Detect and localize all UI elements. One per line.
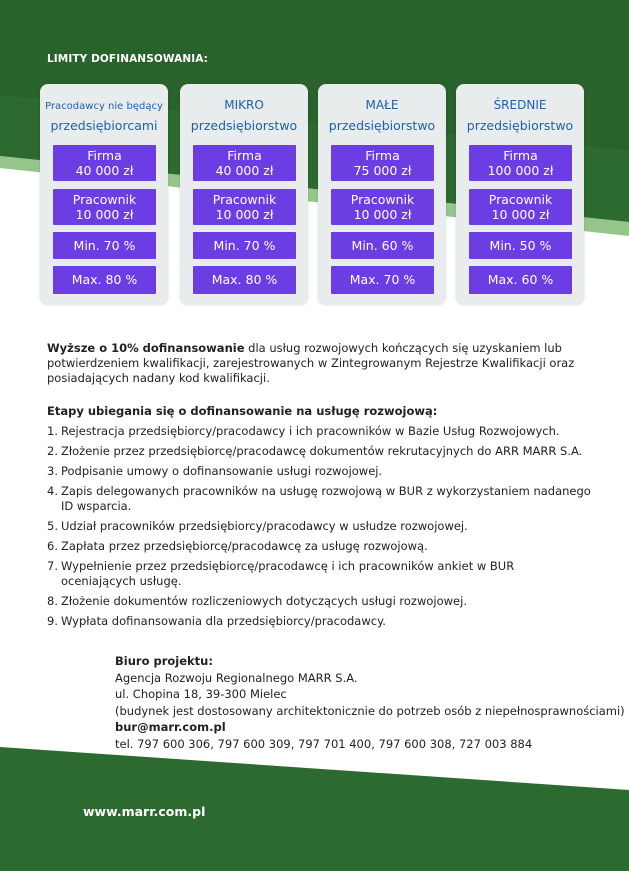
step-text: Zapis delegowanych pracowników na usługę…: [61, 484, 591, 513]
bottom-band: [0, 747, 629, 871]
min-box: Min. 50 %: [469, 232, 572, 259]
step: 5. Udział pracowników przedsiębiorcy/prac…: [47, 519, 592, 534]
card-subtitle: MIKRO: [224, 98, 264, 112]
step-number: 4.: [47, 484, 58, 498]
footer-url: www.marr.com.pl: [83, 804, 206, 819]
step-number: 3.: [47, 464, 58, 478]
contact-lines: Agencja Rozwoju Regionalnego MARR S.A. ul…: [115, 670, 625, 720]
firma-amount: 100 000 zł: [487, 163, 554, 178]
contact-title: Biuro projektu:: [115, 654, 213, 668]
pracownik-label: Pracownik: [72, 192, 137, 207]
contact-line: ul. Chopina 18, 39-300 Mielec: [115, 687, 287, 701]
step: 2. Złożenie przez przedsiębiorcę/pracodaw…: [47, 444, 592, 459]
pracownik-amount: 10 000 zł: [353, 207, 412, 222]
card-title: przedsiębiorstwo: [190, 118, 298, 133]
steps-title: Etapy ubiegania się o dofinansowanie na …: [47, 404, 438, 418]
card: MIKRO przedsiębiorstwo Firma 40 000 zł Praco…: [180, 84, 308, 305]
step: 7. Wypełnienie przez przedsiębiorcę/praco…: [47, 559, 592, 589]
step-text: Złożenie przez przedsiębiorcę/pracodawcę…: [61, 444, 583, 458]
firma-box: Firma 100 000 zł: [469, 145, 572, 181]
contact: Biuro projektu: Agencja Rozwoju Regional…: [115, 653, 625, 752]
step-text: Wypłata dofinansowania dla przedsiębiorc…: [61, 614, 386, 628]
firma-amount: 40 000 zł: [215, 163, 274, 178]
step: 6. Zapłata przez przedsiębiorcę/pracodawc…: [47, 539, 592, 554]
firma-amount: 40 000 zł: [75, 163, 134, 178]
step-text: Udział pracowników przedsiębiorcy/pracod…: [61, 519, 468, 533]
firma-box: Firma 40 000 zł: [53, 145, 156, 181]
pracownik-label: Pracownik: [350, 192, 415, 207]
firma-box: Firma 75 000 zł: [331, 145, 434, 181]
max-box: Max. 80 %: [53, 266, 156, 294]
firma-label: Firma: [365, 148, 400, 163]
card-subtitle: ŚREDNIE: [493, 98, 547, 112]
firma-box: Firma 40 000 zł: [193, 145, 296, 181]
step-number: 1.: [47, 424, 58, 438]
pracownik-amount: 10 000 zł: [75, 207, 134, 222]
max-box: Max. 70 %: [331, 266, 434, 294]
step-number: 7.: [47, 559, 58, 573]
card-subtitle: Pracodawcy nie będący: [45, 101, 163, 112]
contact-line: (budynek jest dostosowany architektonicz…: [115, 703, 625, 718]
step-text: Podpisanie umowy o dofinansowanie usługi…: [61, 464, 383, 478]
pracownik-box: Pracownik 10 000 zł: [469, 189, 572, 225]
pracownik-label: Pracownik: [212, 192, 277, 207]
card-title: przedsiębiorstwo: [328, 118, 436, 133]
card-title: przedsiębiorcami: [50, 118, 158, 133]
max-box: Max. 80 %: [193, 266, 296, 294]
card-subtitle: MAŁE: [365, 98, 399, 112]
firma-label: Firma: [227, 148, 262, 163]
step: 3. Podpisanie umowy o dofinansowanie usłu…: [47, 464, 592, 479]
step: 8. Złożenie dokumentów rozliczeniowych do…: [47, 594, 592, 609]
steps-list: 1. Rejestracja przedsiębiorcy/pracodawcy …: [47, 424, 592, 634]
contact-phone: tel. 797 600 306, 797 600 309, 797 701 4…: [115, 736, 533, 751]
step-text: Złożenie dokumentów rozliczeniowych doty…: [61, 594, 467, 608]
firma-amount: 75 000 zł: [353, 163, 412, 178]
step-number: 2.: [47, 444, 58, 458]
contact-email: bur@marr.com.pl: [115, 720, 226, 734]
step-number: 8.: [47, 594, 58, 608]
pracownik-box: Pracownik 10 000 zł: [53, 189, 156, 225]
pracownik-amount: 10 000 zł: [215, 207, 274, 222]
step-text: Wypełnienie przez przedsiębiorcę/pracoda…: [61, 559, 515, 588]
card: ŚREDNIE przedsiębiorstwo Firma 100 000 zł Pr…: [456, 84, 584, 305]
card: Pracodawcy nie będący przedsiębiorcami Fir…: [40, 84, 168, 305]
note: Wyższe o 10% dofinansowanie dla usług ro…: [47, 341, 592, 386]
card: MAŁE przedsiębiorstwo Firma 75 000 zł Pracow…: [318, 84, 446, 305]
note-text: dla usług rozwojowych kończących się uzy…: [47, 341, 575, 385]
note-bold: Wyższe o 10% dofinansowanie: [47, 341, 245, 355]
firma-label: Firma: [503, 148, 538, 163]
firma-label: Firma: [87, 148, 122, 163]
card-title: przedsiębiorstwo: [466, 118, 574, 133]
min-box: Min. 70 %: [53, 232, 156, 259]
step-text: Rejestracja przedsiębiorcy/pracodawcy i …: [61, 424, 560, 438]
max-box: Max. 60 %: [469, 266, 572, 294]
pracownik-label: Pracownik: [488, 192, 553, 207]
step-number: 9.: [47, 614, 58, 628]
pracownik-box: Pracownik 10 000 zł: [193, 189, 296, 225]
contact-line: Agencja Rozwoju Regionalnego MARR S.A.: [115, 670, 358, 685]
pracownik-amount: 10 000 zł: [491, 207, 550, 222]
min-box: Min. 70 %: [193, 232, 296, 259]
step: 4. Zapis delegowanych pracowników na usłu…: [47, 484, 592, 514]
step-text: Zapłata przez przedsiębiorcę/pracodawcę …: [61, 539, 428, 553]
step: 9. Wypłata dofinansowania dla przedsiębio…: [47, 614, 592, 629]
step: 1. Rejestracja przedsiębiorcy/pracodawcy …: [47, 424, 592, 439]
step-number: 6.: [47, 539, 58, 553]
pracownik-box: Pracownik 10 000 zł: [331, 189, 434, 225]
min-box: Min. 60 %: [331, 232, 434, 259]
section-title: LIMITY DOFINANSOWANIA:: [47, 53, 208, 65]
step-number: 5.: [47, 519, 58, 533]
